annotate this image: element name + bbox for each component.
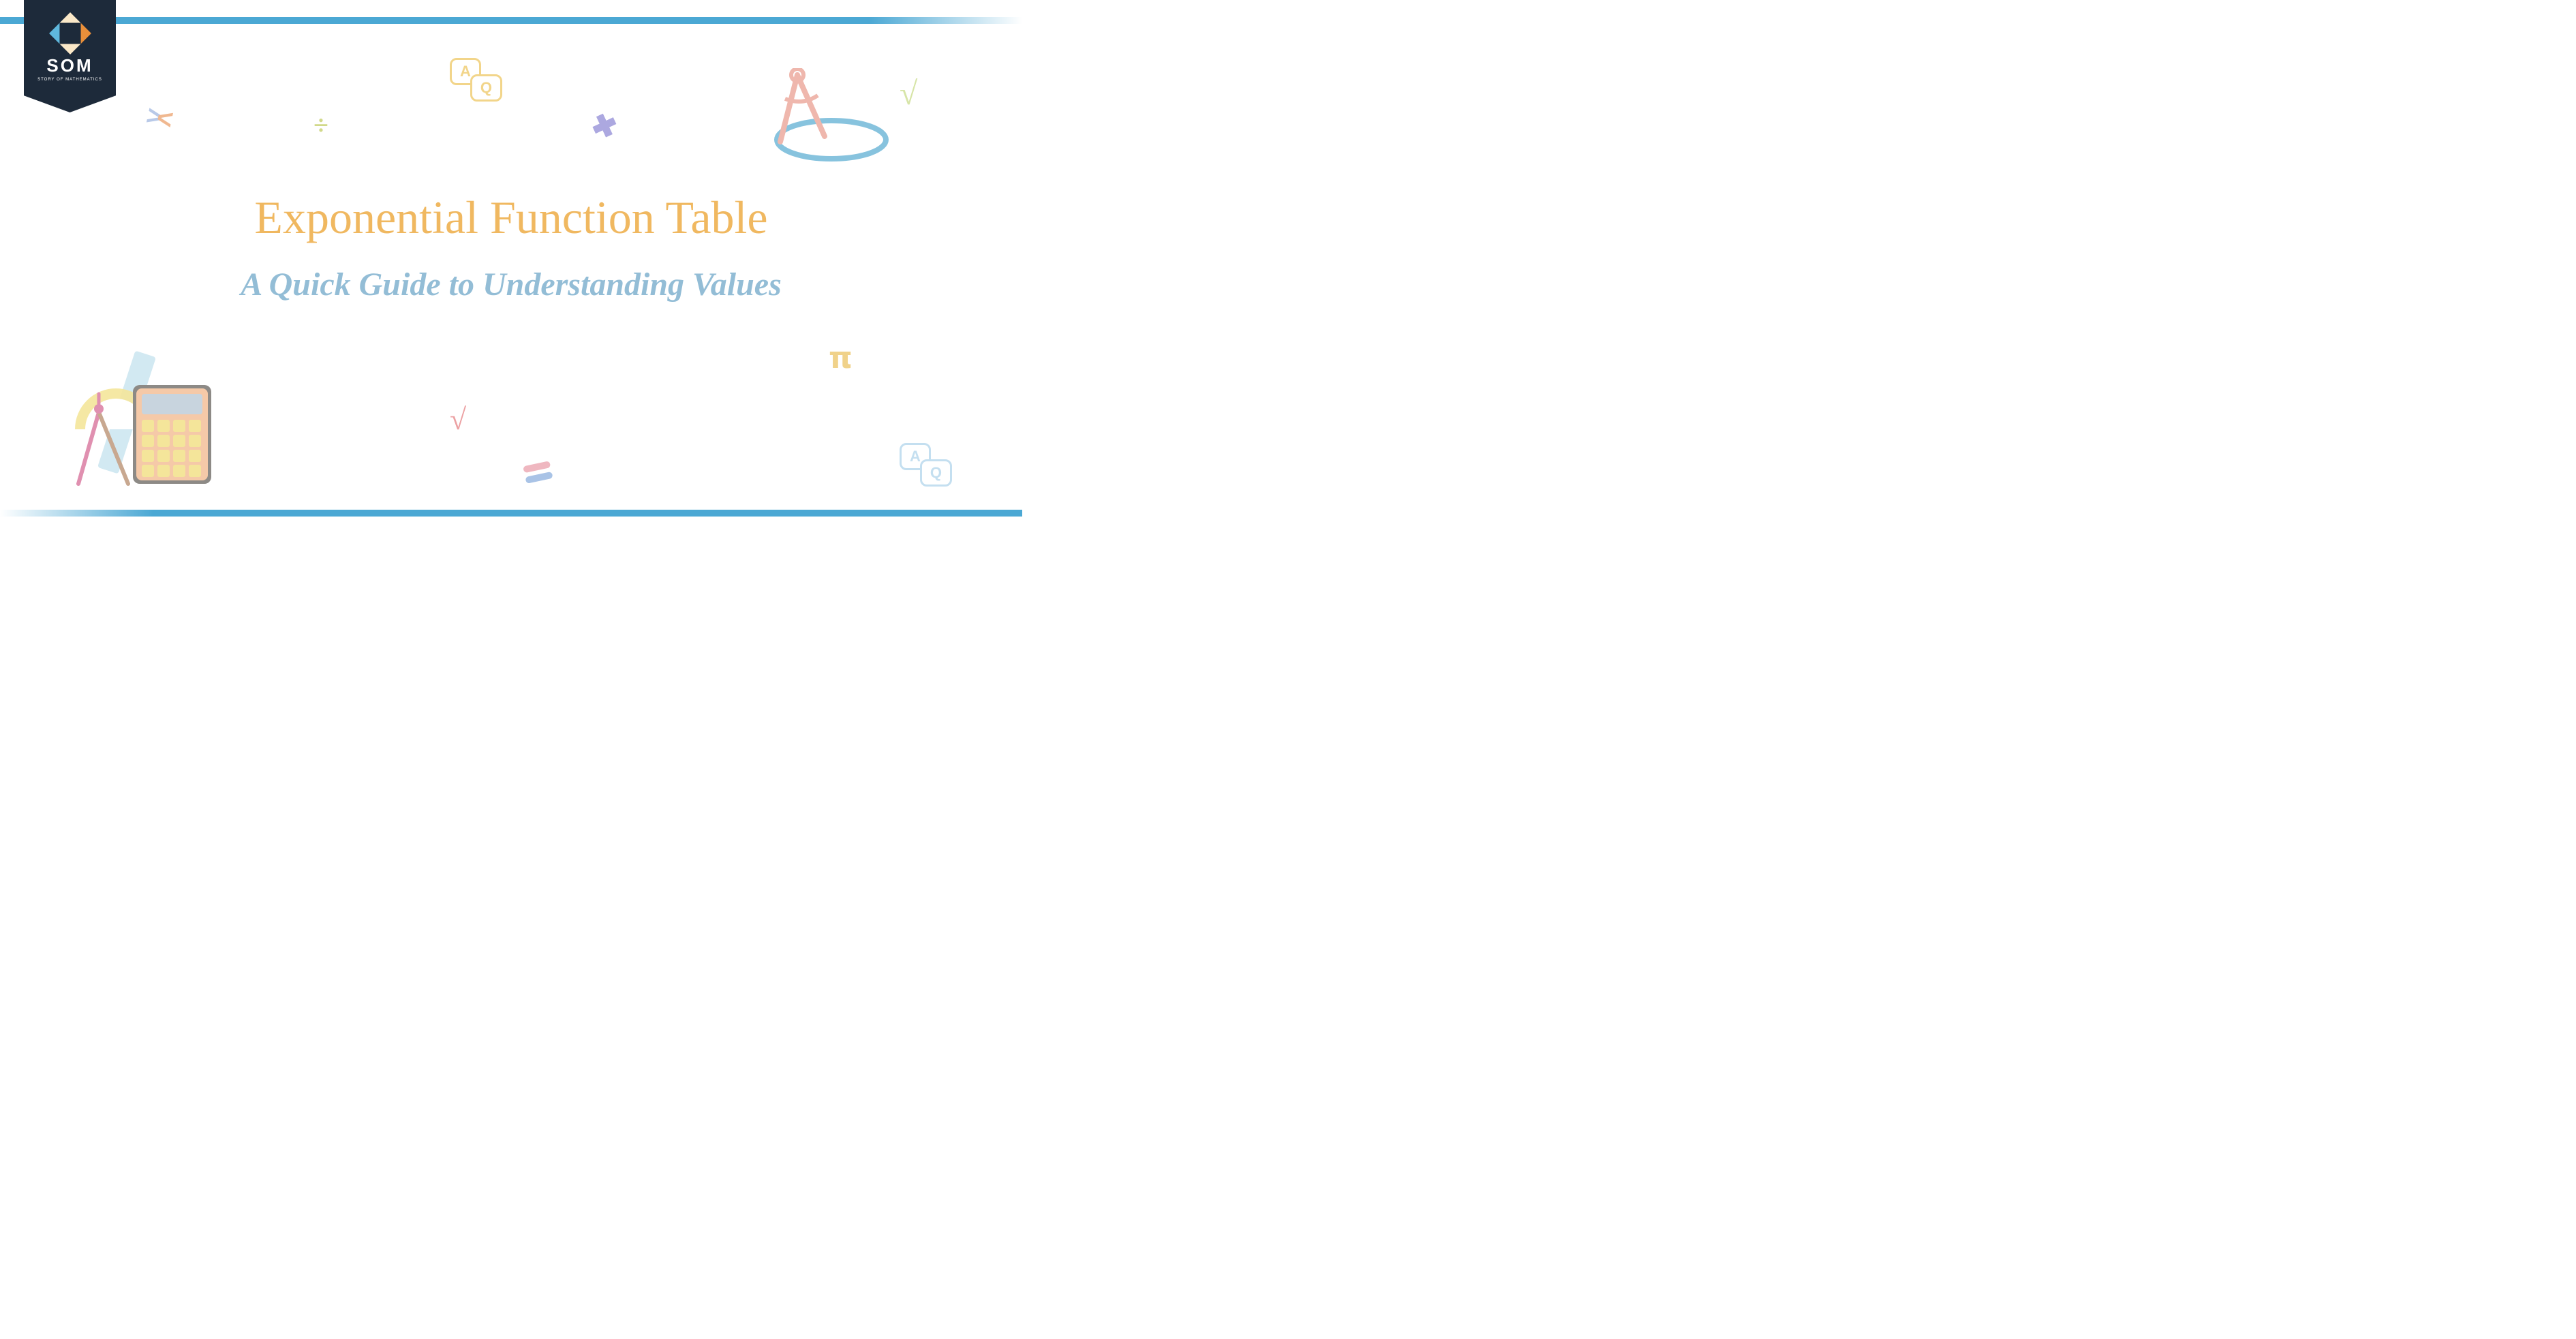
- sqrt-icon: √: [900, 75, 917, 112]
- logo-short-text: SOM: [46, 55, 93, 76]
- logo-subtitle: STORY OF MATHEMATICS: [37, 78, 102, 82]
- sqrt-red-icon: √: [450, 402, 466, 437]
- logo-badge: SOM STORY OF MATHEMATICS: [24, 0, 116, 112]
- equals-icon: [523, 461, 554, 488]
- multiply-icon: ✖: [586, 106, 622, 147]
- page-subtitle: A Quick Guide to Understanding Values: [0, 266, 1022, 303]
- qa-bubble-br-icon: A Q: [900, 443, 952, 487]
- bottom-border-bar: [0, 510, 1022, 517]
- qa-bubble-q: Q: [470, 74, 502, 102]
- divide-icon: ÷: [313, 109, 328, 141]
- qa-bubble-icon: A Q: [450, 58, 502, 102]
- chevron-icon: ><: [144, 100, 170, 134]
- qa-bubble-br-q: Q: [920, 459, 952, 487]
- math-tools-icon: [68, 348, 225, 491]
- top-border-bar: [0, 17, 1022, 24]
- logo-icon: [48, 12, 91, 55]
- page-title: Exponential Function Table: [0, 191, 1022, 245]
- pi-icon: 𝝿: [829, 341, 853, 375]
- compass-drawing-icon: [756, 68, 893, 164]
